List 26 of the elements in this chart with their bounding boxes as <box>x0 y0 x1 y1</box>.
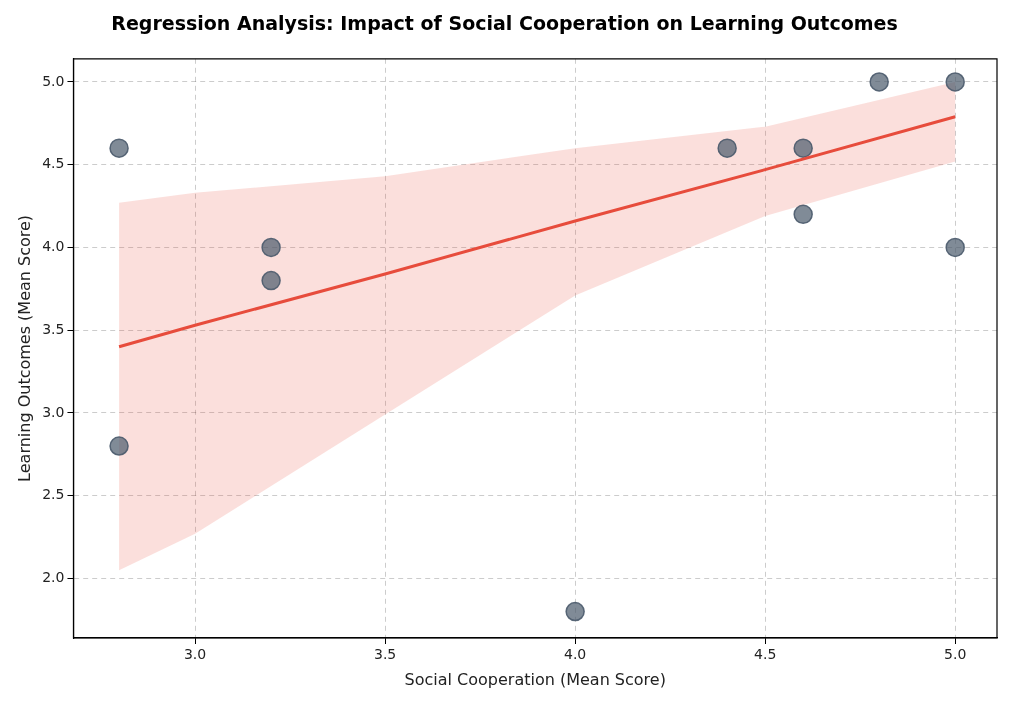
x-tick-label: 4.0 <box>564 646 587 663</box>
x-axis-title: Social Cooperation (Mean Score) <box>404 669 666 689</box>
y-tick-label: 2.0 <box>42 569 65 586</box>
point <box>945 237 965 258</box>
chart-title: Regression Analysis: Impact of Social Cooperation on Learning Outcomes <box>111 12 898 35</box>
x-tick-label: 4.5 <box>754 646 777 663</box>
y-tick-label: 3.0 <box>42 403 65 420</box>
point <box>793 204 813 225</box>
y-axis-title: Learning Outcomes (Mean Score) <box>14 214 34 482</box>
point <box>717 138 737 158</box>
y-tick-label: 3.5 <box>42 320 65 337</box>
point <box>109 138 129 158</box>
y-tick-label: 4.5 <box>42 155 65 172</box>
x-tick-label: 3.5 <box>373 646 397 663</box>
point <box>793 138 813 158</box>
y-tick-label: 2.5 <box>42 486 65 503</box>
point <box>565 601 585 622</box>
y-tick-label: 4.0 <box>42 238 65 255</box>
x-tick-label: 5.0 <box>944 646 967 663</box>
point <box>869 72 889 92</box>
point <box>261 237 281 258</box>
point <box>945 72 965 92</box>
point <box>261 270 281 291</box>
point <box>109 436 129 456</box>
x-tick-label: 3.0 <box>183 646 207 663</box>
y-tick-label: 5.0 <box>42 72 65 89</box>
